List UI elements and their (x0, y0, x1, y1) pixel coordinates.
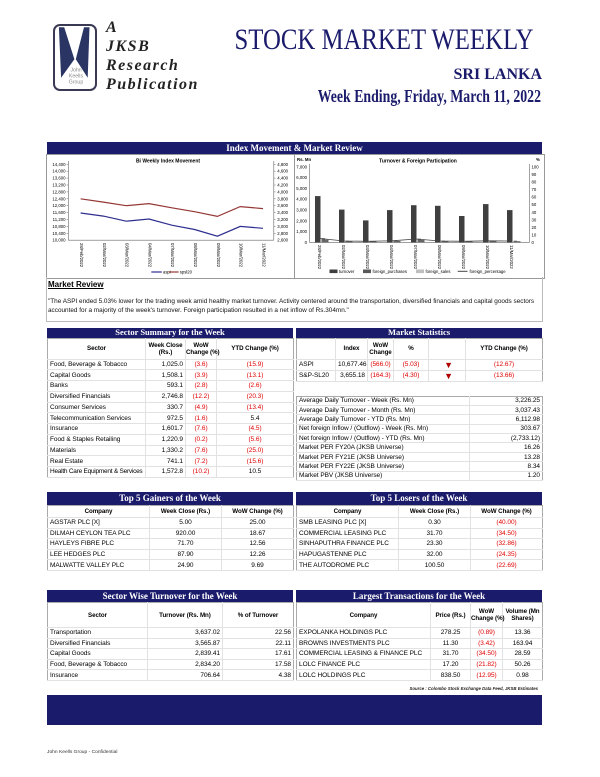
svg-text:09/Mar/2022: 09/Mar/2022 (461, 245, 466, 270)
svg-text:13,200: 13,200 (52, 183, 66, 188)
svg-text:80: 80 (532, 180, 537, 185)
svg-text:20: 20 (532, 225, 537, 230)
svg-text:10,000: 10,000 (52, 238, 66, 243)
svg-text:Rs. Mn: Rs. Mn (297, 157, 311, 162)
svg-text:10,800: 10,800 (52, 224, 66, 229)
svg-text:07/Mar/2022: 07/Mar/2022 (413, 245, 418, 270)
svg-text:10,400: 10,400 (52, 231, 66, 236)
svg-text:03/Mar/2022: 03/Mar/2022 (125, 243, 130, 268)
svg-text:3,600: 3,600 (277, 203, 288, 208)
svg-text:04/Mar/2022: 04/Mar/2022 (147, 243, 152, 268)
svg-text:11,200: 11,200 (53, 217, 66, 222)
svg-text:10: 10 (532, 233, 537, 238)
svg-text:40: 40 (532, 210, 537, 215)
svg-text:foreign_percentage: foreign_percentage (470, 269, 507, 274)
svg-text:7,000: 7,000 (296, 164, 307, 169)
svg-text:4,200: 4,200 (277, 183, 288, 188)
svg-text:12,000: 12,000 (52, 203, 66, 208)
svg-text:1,000: 1,000 (296, 229, 307, 234)
svg-text:02/Mar/2022: 02/Mar/2022 (341, 245, 346, 270)
svg-text:foreign_sales: foreign_sales (426, 269, 451, 274)
svg-text:11/Mar/2022: 11/Mar/2022 (261, 243, 266, 267)
svg-text:aspi: aspi (163, 270, 171, 275)
svg-text:14,400: 14,400 (52, 162, 66, 167)
svg-text:09/Mar/2022: 09/Mar/2022 (216, 243, 221, 268)
svg-text:3,800: 3,800 (277, 196, 288, 201)
svg-text:0: 0 (305, 240, 308, 245)
svg-text:3,000: 3,000 (277, 224, 288, 229)
svg-text:5,000: 5,000 (296, 186, 307, 191)
svg-text:04/Mar/2022: 04/Mar/2022 (389, 245, 394, 270)
svg-text:spsl20: spsl20 (180, 270, 193, 275)
svg-text:28/Feb/2022: 28/Feb/2022 (79, 243, 84, 268)
svg-text:turnover: turnover (339, 269, 355, 274)
svg-text:0: 0 (532, 240, 535, 245)
svg-text:10/Mar/2022: 10/Mar/2022 (485, 245, 490, 270)
svg-text:3,000: 3,000 (296, 208, 307, 213)
svg-text:100: 100 (532, 164, 540, 169)
svg-text:Bi Weekly Index Movement: Bi Weekly Index Movement (136, 159, 200, 165)
svg-text:11/Mar/2022: 11/Mar/2022 (509, 245, 514, 269)
svg-text:John: John (70, 68, 81, 74)
svg-text:14,000: 14,000 (52, 169, 66, 174)
svg-text:3,400: 3,400 (277, 210, 288, 215)
svg-text:50: 50 (532, 202, 537, 207)
svg-text:3,200: 3,200 (277, 217, 288, 222)
svg-text:Group: Group (69, 80, 84, 86)
svg-text:03/Mar/2022: 03/Mar/2022 (365, 245, 370, 270)
svg-text:70: 70 (532, 187, 537, 192)
svg-text:Turnover & Foreign Participati: Turnover & Foreign Participation (379, 159, 457, 165)
svg-text:28/Feb/2022: 28/Feb/2022 (317, 245, 322, 270)
svg-text:10/Mar/2022: 10/Mar/2022 (239, 243, 244, 268)
svg-text:02/Mar/2022: 02/Mar/2022 (102, 243, 107, 268)
svg-text:12,400: 12,400 (52, 196, 66, 201)
svg-text:90: 90 (532, 172, 537, 177)
svg-text:2,000: 2,000 (296, 218, 307, 223)
svg-text:30: 30 (532, 217, 537, 222)
svg-text:Keells: Keells (69, 74, 84, 80)
svg-text:4,800: 4,800 (277, 162, 288, 167)
svg-text:2,600: 2,600 (277, 238, 288, 243)
svg-text:6,000: 6,000 (296, 175, 307, 180)
svg-text:08/Mar/2022: 08/Mar/2022 (193, 243, 198, 268)
svg-text:2,800: 2,800 (277, 231, 288, 236)
svg-text:08/Mar/2022: 08/Mar/2022 (437, 245, 442, 270)
svg-text:12,800: 12,800 (52, 189, 66, 194)
svg-text:4,000: 4,000 (296, 197, 307, 202)
svg-text:60: 60 (532, 195, 537, 200)
svg-text:13,600: 13,600 (52, 176, 66, 181)
svg-text:4,600: 4,600 (277, 169, 288, 174)
svg-text:11,600: 11,600 (53, 210, 66, 215)
svg-text:07/Mar/2022: 07/Mar/2022 (170, 243, 175, 268)
svg-text:4,000: 4,000 (277, 189, 288, 194)
svg-text:%: % (536, 157, 540, 162)
svg-text:4,400: 4,400 (277, 176, 288, 181)
svg-text:foreign_purchases: foreign_purchases (373, 269, 407, 274)
